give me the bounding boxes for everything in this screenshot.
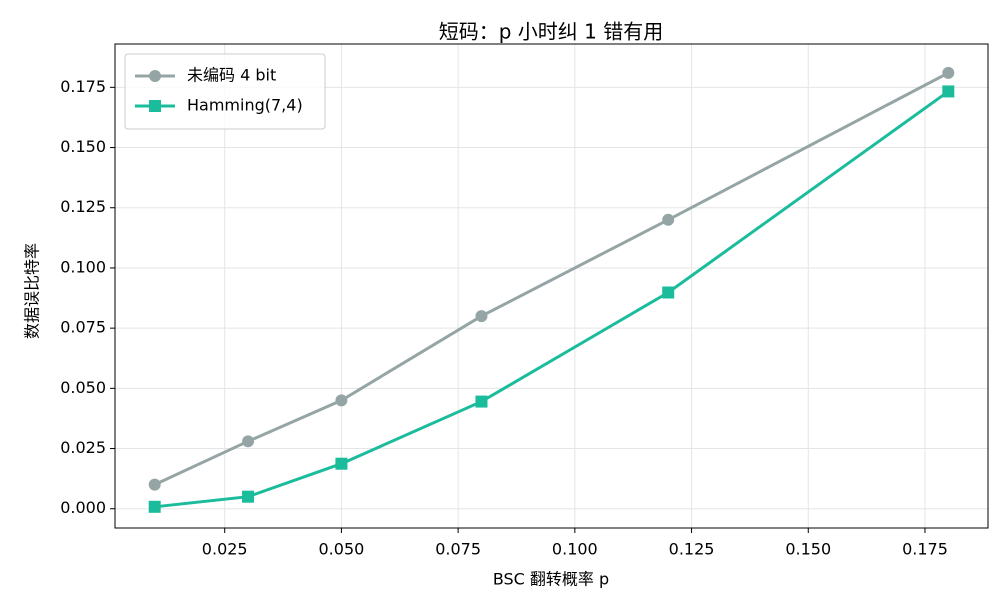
y-tick-label: 0.150 bbox=[60, 137, 106, 156]
data-point bbox=[335, 394, 348, 407]
x-tick-label: 0.125 bbox=[669, 540, 715, 559]
data-point bbox=[662, 213, 675, 226]
plot-frame bbox=[114, 43, 989, 529]
data-point bbox=[148, 478, 161, 491]
series-line bbox=[154, 90, 950, 509]
legend-marker bbox=[149, 70, 161, 82]
y-tick-label: 0.175 bbox=[60, 77, 106, 96]
y-tick-label: 0.100 bbox=[60, 257, 106, 276]
x-tick-label: 0.100 bbox=[552, 540, 598, 559]
y-tick-label: 0.000 bbox=[60, 498, 106, 517]
data-point bbox=[242, 435, 255, 448]
data-point bbox=[942, 66, 955, 79]
data-point bbox=[335, 457, 348, 470]
legend-marker bbox=[149, 100, 161, 112]
data-point bbox=[475, 395, 488, 408]
x-tick-label: 0.075 bbox=[435, 540, 481, 559]
y-tick-label: 0.050 bbox=[60, 378, 106, 397]
data-point bbox=[148, 500, 161, 513]
x-tick-label: 0.175 bbox=[902, 540, 948, 559]
data-point bbox=[942, 85, 955, 98]
x-tick-label: 0.050 bbox=[319, 540, 365, 559]
x-tick-label: 0.150 bbox=[785, 540, 831, 559]
legend-box bbox=[124, 53, 326, 130]
y-tick-label: 0.025 bbox=[60, 438, 106, 457]
y-tick-label: 0.125 bbox=[60, 197, 106, 216]
chart-title: 短码：p 小时纠 1 错有用 bbox=[439, 20, 664, 44]
data-point bbox=[662, 286, 675, 299]
series-line bbox=[154, 71, 950, 487]
y-axis-label: 数据误比特率 bbox=[23, 243, 42, 339]
data-point bbox=[242, 490, 255, 503]
x-axis-label: BSC 翻转概率 p bbox=[493, 570, 609, 589]
data-point bbox=[475, 310, 488, 323]
y-tick-label: 0.075 bbox=[60, 318, 106, 337]
x-tick-label: 0.025 bbox=[202, 540, 248, 559]
legend-label: Hamming(7,4) bbox=[187, 96, 303, 115]
legend-label: 未编码 4 bit bbox=[187, 66, 276, 85]
